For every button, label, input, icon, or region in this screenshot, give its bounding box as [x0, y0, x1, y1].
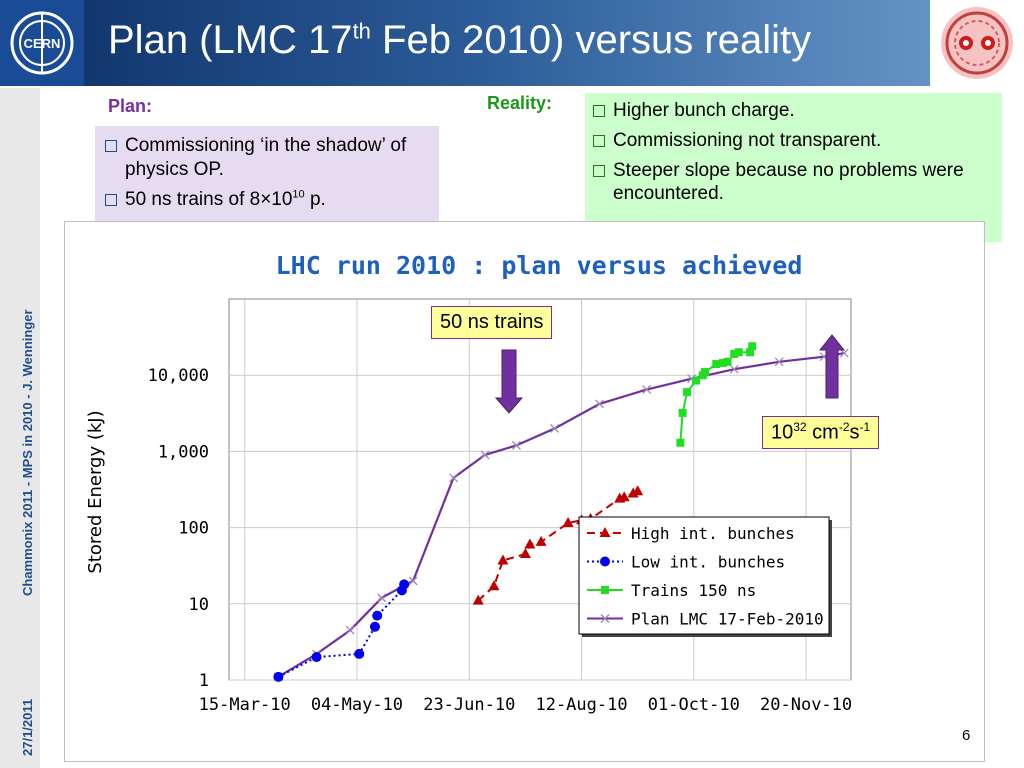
- x-tick-label: 23-Jun-10: [423, 695, 515, 715]
- data-point: [729, 364, 739, 374]
- stored-energy-chart: 1 10 100 1,000 10,000 15-Mar-10 04-May-10 23-Ju…: [85, 251, 852, 715]
- sidebar: [0, 88, 40, 768]
- checkbox-bullet-icon: [593, 105, 605, 117]
- legend-marker: [601, 586, 609, 594]
- data-point: [774, 357, 784, 367]
- data-point: [748, 342, 757, 351]
- data-point: [311, 652, 322, 663]
- title-bar: CERN Plan (LMC 17th Feb 2010) versus rea…: [0, 0, 1024, 86]
- data-point: [354, 648, 365, 659]
- y-tick-label: 1: [199, 671, 209, 691]
- data-point: [678, 408, 687, 417]
- data-point: [480, 450, 490, 460]
- data-point: [595, 399, 604, 409]
- data-point: [535, 535, 547, 546]
- data-point: [676, 438, 685, 447]
- x-tick-label: 04-May-10: [311, 695, 403, 715]
- data-point: [712, 360, 721, 369]
- legend: [578, 516, 830, 635]
- data-point: [618, 491, 630, 502]
- data-point: [524, 538, 536, 549]
- data-point: [511, 440, 521, 450]
- x-tick-label: 20-Nov-10: [760, 695, 852, 715]
- legend-label: Trains 150 ns: [631, 581, 756, 600]
- series-line: [277, 352, 845, 678]
- checkbox-bullet-icon: [593, 164, 605, 177]
- sidebar-date: 27/1/2011: [20, 698, 35, 756]
- data-point: [449, 473, 459, 483]
- data-point: [550, 424, 560, 433]
- data-point: [497, 554, 509, 565]
- data-point: [687, 374, 697, 384]
- data-point: [745, 348, 754, 357]
- legend-marker: [600, 556, 610, 567]
- checkbox-bullet-icon: [105, 193, 117, 206]
- slide-title: Plan (LMC 17th Feb 2010) versus reality: [108, 18, 812, 62]
- chart-frame: 1 10 100 1,000 10,000 15-Mar-10 04-May-10 23-Ju…: [64, 221, 985, 762]
- data-point: [273, 671, 284, 682]
- data-point: [562, 516, 574, 527]
- legend-label: High int. bunches: [631, 524, 795, 543]
- data-point: [701, 368, 710, 377]
- page-number: 6: [962, 727, 971, 744]
- data-point: [377, 593, 387, 603]
- checkbox-bullet-icon: [593, 134, 605, 147]
- legend-marker: [600, 614, 610, 623]
- reality-item: Steeper slope because no problems were e…: [593, 159, 994, 207]
- y-tick-label: 10,000: [148, 366, 209, 386]
- svg-text:CERN: CERN: [24, 36, 61, 51]
- luminosity-callout: 1032 cm-2s-1: [762, 416, 880, 449]
- data-point: [683, 388, 692, 397]
- x-tick-label: 15-Mar-10: [199, 695, 291, 715]
- plan-label: Plan:: [108, 96, 153, 116]
- y-axis-label: Stored Energy (kJ): [85, 410, 106, 573]
- data-point: [632, 485, 644, 496]
- data-point: [730, 349, 739, 358]
- plan-item: 50 ns trains of 8×1010 p.: [105, 188, 429, 212]
- chart-title: LHC run 2010 : plan versus achieved: [276, 251, 803, 280]
- lhc-event-icon: [941, 7, 1013, 79]
- data-point: [345, 625, 355, 635]
- data-point: [369, 621, 380, 632]
- y-tick-label: 10: [189, 595, 209, 615]
- y-tick-label: 1,000: [158, 442, 209, 462]
- legend-label: Plan LMC 17-Feb-2010: [631, 610, 824, 629]
- checkbox-bullet-icon: [105, 140, 117, 152]
- data-point: [692, 376, 701, 385]
- trains-callout: 50 ns trains: [431, 306, 553, 339]
- x-tick-label: 12-Aug-10: [535, 695, 627, 715]
- data-point: [723, 357, 732, 366]
- legend-label: Low int. bunches: [631, 553, 785, 572]
- plan-item: Commissioning ‘in the shadow’ of physics…: [105, 134, 429, 182]
- data-point: [488, 580, 500, 591]
- y-tick-label: 100: [178, 519, 209, 539]
- reality-item: Higher bunch charge.: [593, 99, 994, 123]
- cern-logo: CERN: [0, 0, 84, 86]
- x-tick-label: 01-Oct-10: [648, 695, 740, 715]
- lhc-logo: [930, 0, 1024, 86]
- data-point: [642, 384, 652, 394]
- data-point: [372, 610, 383, 621]
- data-point: [519, 548, 531, 559]
- sidebar-footer-text: Chammonix 2011 - MPS in 2010 - J. Wennin…: [20, 309, 35, 596]
- reality-label: Reality:: [487, 93, 553, 113]
- data-point: [472, 594, 484, 605]
- cern-logo-icon: CERN: [10, 11, 74, 75]
- data-point: [734, 348, 743, 357]
- reality-box: Higher bunch charge. Commissioning not t…: [585, 93, 1002, 242]
- data-point: [408, 576, 418, 586]
- data-point: [719, 358, 728, 367]
- data-point: [399, 579, 410, 590]
- legend-marker: [599, 527, 611, 537]
- reality-item: Commissioning not transparent.: [593, 129, 994, 153]
